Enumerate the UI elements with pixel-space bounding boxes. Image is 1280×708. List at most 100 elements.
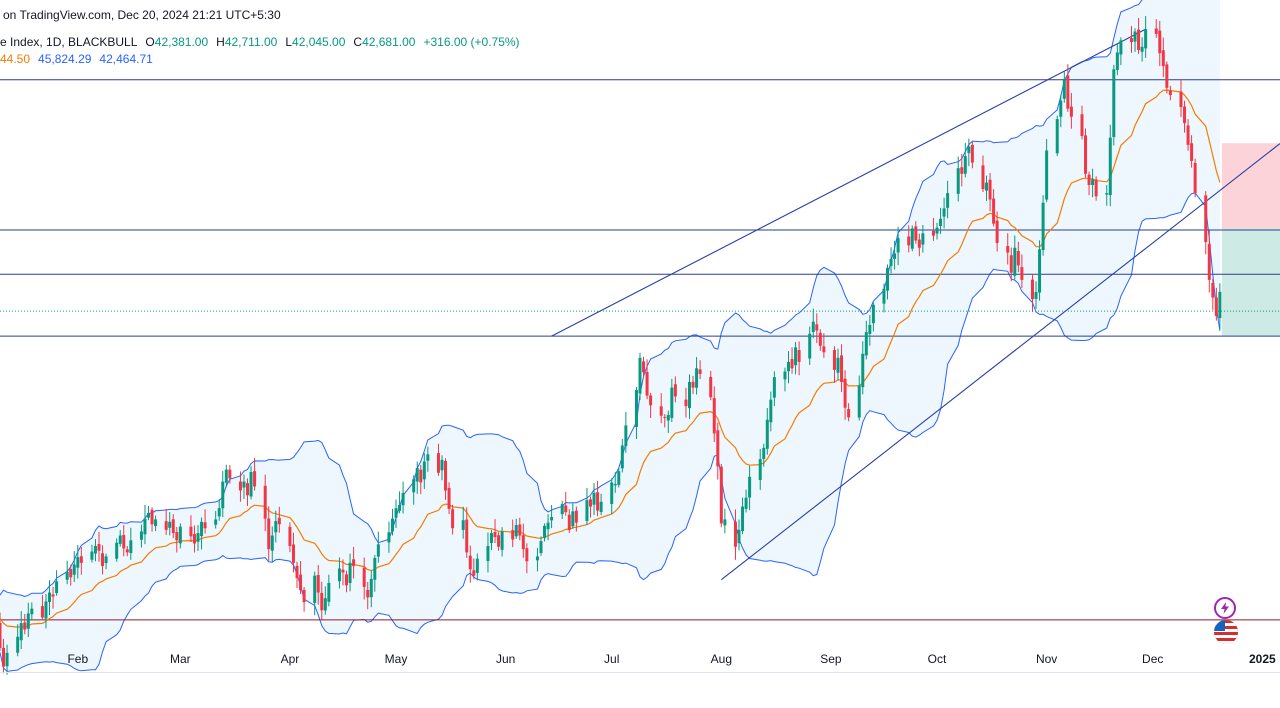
- candle-body: [444, 460, 448, 491]
- candle-body: [221, 481, 225, 509]
- candle: [129, 527, 133, 560]
- candle: [493, 519, 497, 544]
- candle: [967, 138, 971, 167]
- candle: [267, 506, 271, 561]
- candle: [1140, 37, 1144, 62]
- axis-tick-label: Apr: [281, 652, 300, 666]
- candle: [345, 570, 349, 593]
- axis-tick-label: Oct: [928, 652, 947, 666]
- candle: [921, 225, 925, 253]
- flash-icon[interactable]: [1214, 597, 1236, 619]
- candle-body: [366, 589, 370, 598]
- candle: [1190, 135, 1194, 168]
- candle: [192, 525, 196, 553]
- candle-body: [871, 304, 875, 324]
- candle: [712, 386, 716, 443]
- candle-body: [214, 519, 218, 525]
- candle: [19, 611, 23, 650]
- candle-body: [815, 324, 819, 331]
- candle: [797, 341, 801, 376]
- candle-body: [320, 592, 324, 611]
- candle: [313, 571, 317, 616]
- candle-body: [769, 399, 773, 423]
- candle: [97, 531, 101, 562]
- candle: [624, 411, 628, 453]
- candle: [649, 392, 653, 418]
- candle: [521, 523, 525, 558]
- candle-body: [967, 146, 971, 154]
- candle-body: [65, 571, 69, 580]
- candle-body: [1154, 28, 1158, 34]
- candle-body: [217, 508, 221, 517]
- candle: [171, 514, 175, 539]
- candle-body: [521, 535, 525, 550]
- candle-body: [224, 469, 228, 483]
- candle-body: [613, 484, 617, 486]
- candle-body: [882, 288, 886, 304]
- candle-body: [327, 582, 331, 602]
- bollinger-lower: [0, 192, 1221, 672]
- candle-body: [500, 531, 504, 550]
- candle-body: [352, 559, 356, 567]
- candle: [1112, 64, 1116, 146]
- candle-body: [624, 425, 628, 447]
- candle-body: [620, 445, 624, 469]
- candle-body: [30, 608, 34, 615]
- candle: [249, 466, 253, 500]
- us-flag-icon[interactable]: [1214, 620, 1238, 644]
- candle-body: [1112, 69, 1116, 137]
- candle: [55, 570, 59, 596]
- candle: [981, 155, 985, 193]
- candle: [497, 532, 501, 551]
- candle-body: [277, 517, 281, 525]
- candle-body: [1133, 31, 1137, 42]
- candle: [299, 561, 303, 595]
- candle: [889, 247, 893, 274]
- candle-body: [1084, 135, 1088, 174]
- candle: [588, 496, 592, 518]
- candle: [1193, 158, 1197, 198]
- candle: [90, 544, 94, 563]
- candle: [882, 283, 886, 313]
- candle: [270, 526, 274, 562]
- candle: [376, 531, 380, 563]
- candle: [16, 624, 20, 657]
- candle-body: [118, 535, 122, 544]
- candle-body: [843, 378, 847, 408]
- candle: [995, 211, 999, 252]
- candle: [688, 374, 692, 419]
- candle-body: [642, 361, 646, 373]
- position-zones: [1221, 143, 1280, 337]
- candle: [808, 326, 812, 365]
- candle-body: [811, 321, 815, 333]
- candle: [451, 504, 455, 535]
- symbol-title[interactable]: e Index, 1D, BLACKBULL: [0, 35, 138, 49]
- candle: [634, 386, 638, 440]
- candle-body: [963, 156, 967, 174]
- candle: [1179, 79, 1183, 118]
- candle-body: [539, 541, 543, 554]
- candle: [1137, 18, 1141, 54]
- candle-body: [836, 357, 840, 373]
- candle-body: [302, 589, 306, 603]
- candle-body: [5, 652, 9, 667]
- candle: [122, 525, 126, 557]
- candle-body: [744, 497, 748, 509]
- candle-body: [419, 469, 423, 483]
- low-value: 42,045.00: [292, 35, 346, 49]
- candle: [30, 602, 34, 621]
- candle: [758, 448, 762, 490]
- candle-body: [143, 518, 147, 535]
- candle: [104, 553, 108, 570]
- candle: [253, 457, 257, 491]
- candle-body: [1115, 52, 1119, 71]
- candle: [422, 453, 426, 489]
- candle: [1041, 195, 1045, 256]
- candle-body: [369, 578, 373, 598]
- candle-body: [451, 509, 455, 529]
- candle-body: [741, 506, 745, 532]
- candle-body: [585, 500, 589, 521]
- candle-body: [139, 531, 143, 540]
- candle: [1034, 281, 1038, 309]
